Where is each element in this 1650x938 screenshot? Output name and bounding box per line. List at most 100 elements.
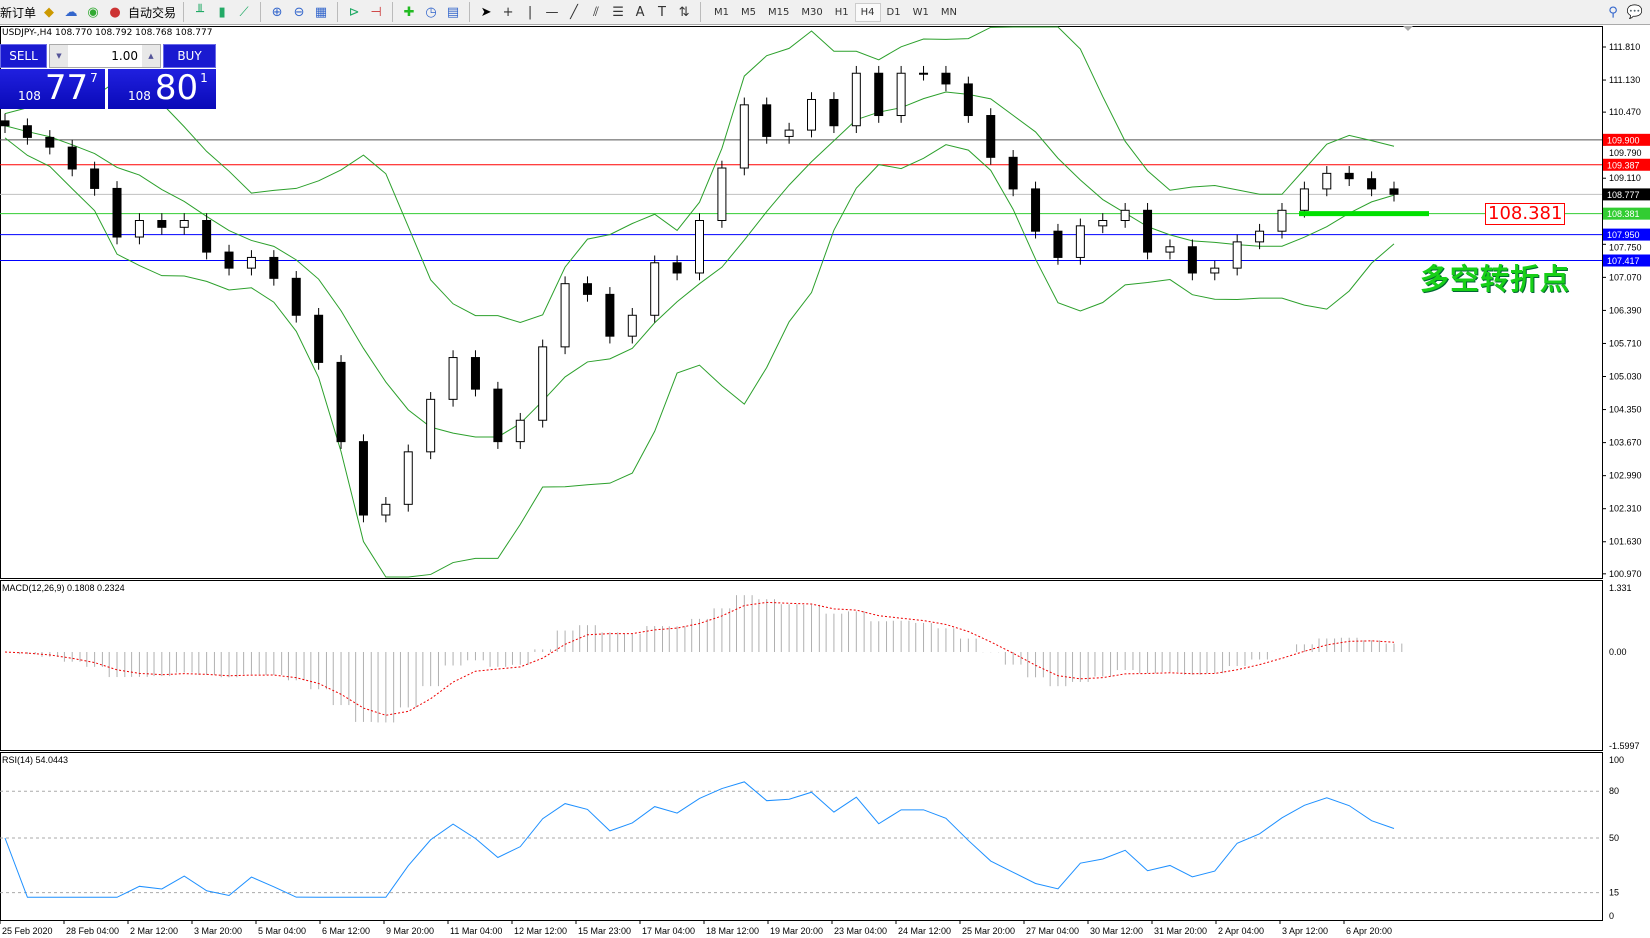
timeframe-m15[interactable]: M15 — [768, 6, 790, 18]
separator — [469, 2, 471, 22]
candle — [672, 262, 682, 274]
timeframe-h4[interactable]: H4 — [854, 2, 881, 22]
trendline-icon[interactable]: ╱ — [570, 4, 578, 20]
price-tick-label: 107.070 — [1609, 272, 1642, 282]
fibo-icon[interactable]: ⫽ — [593, 4, 599, 20]
candle — [1277, 209, 1287, 232]
auto-trade-icon[interactable]: ● — [109, 4, 121, 20]
candle — [1008, 156, 1018, 190]
label-icon[interactable]: T — [658, 4, 666, 20]
candle-chart-icon[interactable]: ▮ — [218, 4, 226, 20]
lot-input[interactable] — [68, 45, 142, 67]
price-tick-label: 101.630 — [1609, 537, 1642, 547]
time-label: 31 Mar 20:00 — [1154, 926, 1207, 936]
tile-icon[interactable]: ▦ — [314, 4, 328, 20]
timeframe-mn[interactable]: MN — [940, 6, 957, 18]
candle — [67, 146, 77, 170]
indicators-icon[interactable]: ✚ — [403, 4, 415, 20]
decrease-lot-button[interactable]: ▼ — [50, 45, 68, 67]
separator — [700, 2, 702, 22]
time-label: 11 Mar 04:00 — [450, 926, 502, 936]
hline-icon[interactable]: — — [545, 4, 559, 20]
level-price-badge — [1603, 188, 1650, 201]
book-icon[interactable]: ◆ — [44, 4, 55, 20]
price-tick-label: 106.390 — [1609, 305, 1642, 315]
zoom-in-icon[interactable]: ⊕ — [271, 4, 283, 20]
candle — [1299, 188, 1309, 211]
candle — [515, 419, 525, 443]
buy-button[interactable]: BUY — [163, 44, 216, 68]
level-price-badge — [1603, 228, 1650, 241]
time-label: 6 Apr 20:00 — [1346, 926, 1392, 936]
candle — [134, 220, 144, 238]
sell-price-sup: 7 — [90, 71, 98, 85]
timeframe-d1[interactable]: D1 — [886, 6, 901, 18]
candle — [1143, 209, 1153, 253]
candle — [22, 125, 32, 138]
candle — [336, 361, 346, 443]
candle — [874, 72, 884, 117]
time-label: 23 Mar 04:00 — [834, 926, 887, 936]
periods-icon[interactable]: ◷ — [425, 4, 437, 20]
candle — [112, 187, 122, 238]
time-label: 24 Mar 12:00 — [898, 926, 951, 936]
candle — [807, 98, 817, 131]
increase-lot-button[interactable]: ▲ — [142, 45, 160, 67]
bar-chart-icon[interactable]: ╨ — [196, 4, 204, 20]
autoscroll-icon[interactable]: ⊳ — [348, 4, 360, 20]
timeframe-h1[interactable]: H1 — [834, 6, 849, 18]
rsi-tick-label: 100 — [1609, 755, 1624, 765]
arrows-icon[interactable]: ⇅ — [678, 4, 690, 20]
timeframe-m5[interactable]: M5 — [741, 6, 757, 18]
search-icon[interactable]: ⚲ — [1608, 4, 1618, 20]
rsi-label: RSI(14) 54.0443 — [2, 755, 68, 765]
chart-canvas[interactable]: 111.810 111.130 110.470 109.790 109.110 107.7… — [0, 26, 1650, 938]
vline-icon[interactable]: | — [527, 4, 533, 20]
timeframe-m1[interactable]: M1 — [714, 6, 730, 18]
buy-price-sup: 1 — [200, 71, 208, 85]
price-tick-label: 109.110 — [1609, 173, 1641, 183]
candle — [358, 441, 368, 516]
sell-price-small: 108 — [18, 89, 41, 103]
timeframe-m30[interactable]: M30 — [801, 6, 823, 18]
text-icon[interactable]: A — [635, 4, 645, 20]
candle — [1165, 246, 1175, 253]
templates-icon[interactable]: ▤ — [446, 4, 460, 20]
timeframe-w1[interactable]: W1 — [912, 6, 929, 18]
buy-price[interactable]: 108 80 1 — [108, 69, 216, 109]
sell-price[interactable]: 108 77 7 — [0, 69, 105, 109]
candle — [45, 136, 55, 148]
time-label: 9 Mar 20:00 — [386, 926, 434, 936]
chart-shift-icon[interactable]: ⊣ — [370, 4, 382, 20]
price-tick-label: 110.470 — [1609, 107, 1641, 117]
time-label: 28 Feb 04:00 — [66, 926, 119, 936]
level-price-badge — [1603, 254, 1650, 267]
signal-icon[interactable]: ◉ — [87, 4, 99, 20]
level-price-label: 108.381 — [1607, 209, 1640, 219]
candle — [1367, 178, 1377, 190]
separator — [337, 2, 339, 22]
time-label: 15 Mar 23:00 — [578, 926, 631, 936]
cloud-icon[interactable]: ☁ — [64, 4, 78, 20]
candle — [1344, 172, 1354, 180]
zoom-out-icon[interactable]: ⊖ — [293, 4, 305, 20]
price-tick-label: 104.350 — [1609, 405, 1642, 415]
time-label: 30 Mar 12:00 — [1090, 926, 1143, 936]
cursor-icon[interactable]: ➤ — [480, 4, 492, 20]
price-tick-label: 111.810 — [1609, 42, 1640, 52]
toolbar: 新订单 ◆ ☁ ◉ ● 自动交易 ╨ ▮ ⟋ ⊕ ⊖ ▦ ⊳ ⊣ ✚ ◷ ▤ ➤… — [0, 0, 1650, 25]
chat-icon[interactable]: 💬 — [1626, 4, 1644, 20]
candle — [919, 72, 929, 75]
line-chart-icon[interactable]: ⟋ — [239, 4, 249, 20]
bollinger-middle — [4, 91, 1395, 438]
candle — [784, 129, 794, 137]
sell-button[interactable]: SELL — [0, 44, 47, 68]
new-order-button[interactable]: 新订单 — [0, 5, 37, 20]
grid-icon[interactable]: ☰ — [612, 4, 624, 20]
candle — [0, 120, 10, 127]
time-label: 3 Apr 12:00 — [1282, 926, 1328, 936]
auto-trade-button[interactable]: 自动交易 — [128, 5, 177, 20]
rsi-line — [4, 781, 1395, 898]
crosshair-icon[interactable]: + — [502, 4, 514, 20]
bollinger-lower — [4, 137, 1395, 578]
